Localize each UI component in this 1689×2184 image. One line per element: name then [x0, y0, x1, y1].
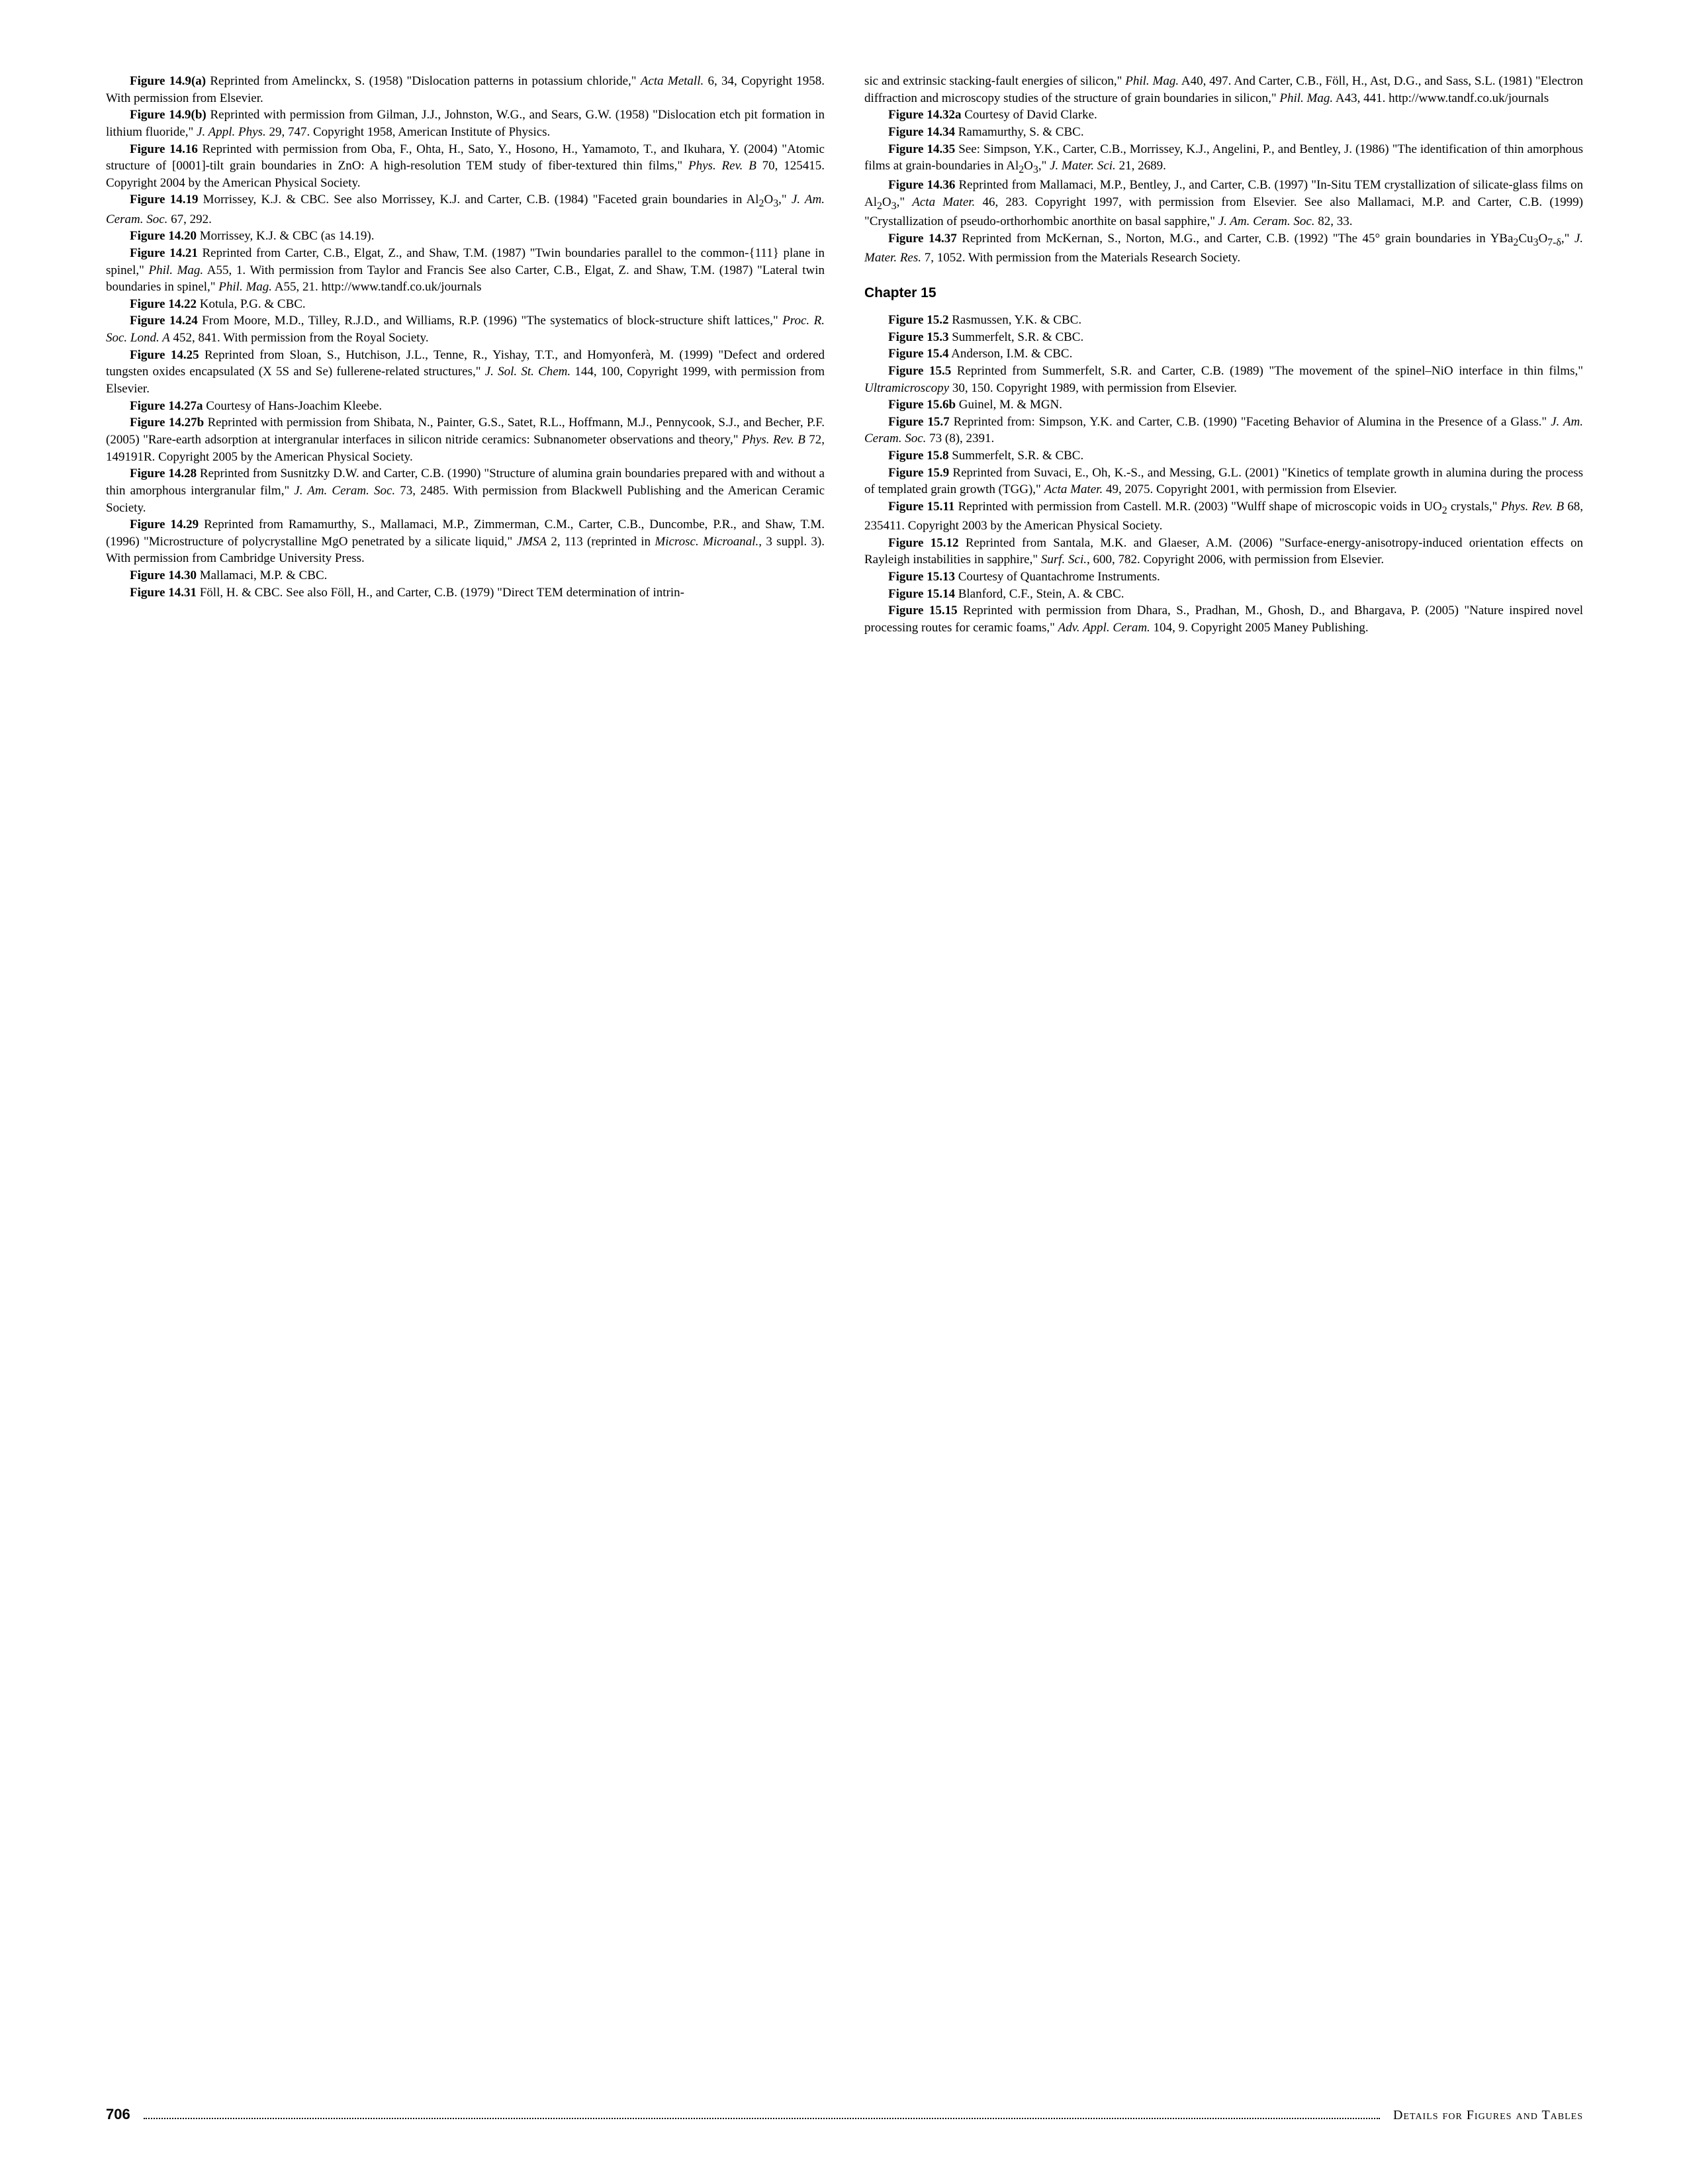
reference-entry: Figure 15.14 Blanford, C.F., Stein, A. &… [864, 586, 1583, 603]
two-column-layout: Figure 14.9(a) Reprinted from Amelinckx,… [106, 73, 1583, 637]
page-number: 706 [106, 2105, 138, 2124]
reference-entry: Figure 14.24 From Moore, M.D., Tilley, R… [106, 312, 825, 346]
reference-entry: Figure 15.11 Reprinted with permission f… [864, 498, 1583, 535]
reference-entry: Figure 14.9(a) Reprinted from Amelinckx,… [106, 73, 825, 107]
footer-title: Details for Figures and Tables [1385, 2107, 1583, 2124]
reference-entry: Figure 15.12 Reprinted from Santala, M.K… [864, 535, 1583, 569]
chapter-heading: Chapter 15 [864, 284, 1583, 302]
reference-entry: Figure 14.16 Reprinted with permission f… [106, 141, 825, 192]
page-footer: 706 Details for Figures and Tables [106, 2105, 1583, 2124]
reference-entry: Figure 15.7 Reprinted from: Simpson, Y.K… [864, 414, 1583, 447]
reference-entry: Figure 15.6b Guinel, M. & MGN. [864, 396, 1583, 414]
reference-entry: Figure 14.35 See: Simpson, Y.K., Carter,… [864, 141, 1583, 177]
reference-entry: Figure 15.2 Rasmussen, Y.K. & CBC. [864, 312, 1583, 329]
reference-entry: Figure 14.22 Kotula, P.G. & CBC. [106, 296, 825, 313]
reference-entry: Figure 14.30 Mallamaci, M.P. & CBC. [106, 567, 825, 584]
reference-entry: Figure 15.3 Summerfelt, S.R. & CBC. [864, 329, 1583, 346]
footer-dots [144, 2109, 1380, 2119]
reference-entry: Figure 14.20 Morrissey, K.J. & CBC (as 1… [106, 228, 825, 245]
reference-entry: Figure 14.29 Reprinted from Ramamurthy, … [106, 516, 825, 567]
reference-entry: Figure 14.19 Morrissey, K.J. & CBC. See … [106, 191, 825, 228]
reference-entry: Figure 15.15 Reprinted with permission f… [864, 602, 1583, 636]
right-column: sic and extrinsic stacking-fault energie… [864, 73, 1583, 637]
reference-entry: Figure 14.31 Föll, H. & CBC. See also Fö… [106, 584, 825, 602]
reference-entry: Figure 14.27b Reprinted with permission … [106, 414, 825, 465]
reference-entry: Figure 15.8 Summerfelt, S.R. & CBC. [864, 447, 1583, 465]
reference-entry: Figure 15.9 Reprinted from Suvaci, E., O… [864, 465, 1583, 498]
reference-entry: Figure 14.34 Ramamurthy, S. & CBC. [864, 124, 1583, 141]
reference-entry: sic and extrinsic stacking-fault energie… [864, 73, 1583, 107]
reference-entry: Figure 15.13 Courtesy of Quantachrome In… [864, 569, 1583, 586]
reference-entry: Figure 15.5 Reprinted from Summerfelt, S… [864, 363, 1583, 396]
reference-entry: Figure 14.37 Reprinted from McKernan, S.… [864, 230, 1583, 267]
reference-entry: Figure 14.36 Reprinted from Mallamaci, M… [864, 177, 1583, 230]
reference-entry: Figure 14.21 Reprinted from Carter, C.B.… [106, 245, 825, 296]
left-column: Figure 14.9(a) Reprinted from Amelinckx,… [106, 73, 825, 637]
reference-entry: Figure 14.25 Reprinted from Sloan, S., H… [106, 347, 825, 398]
reference-entry: Figure 14.27a Courtesy of Hans-Joachim K… [106, 398, 825, 415]
reference-entry: Figure 14.32a Courtesy of David Clarke. [864, 107, 1583, 124]
reference-entry: Figure 15.4 Anderson, I.M. & CBC. [864, 345, 1583, 363]
reference-entry: Figure 14.9(b) Reprinted with permission… [106, 107, 825, 140]
reference-entry: Figure 14.28 Reprinted from Susnitzky D.… [106, 465, 825, 516]
